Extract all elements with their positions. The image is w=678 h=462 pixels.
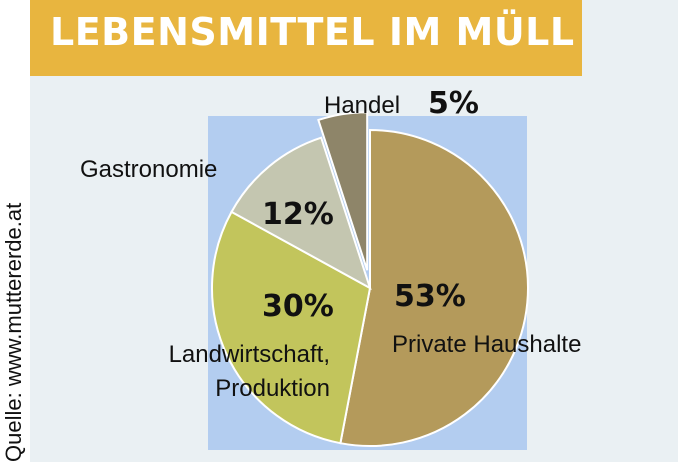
slice-value-private-haushalte: 53% (394, 279, 466, 314)
slice-label-landwirtschaft-line1: Landwirtschaft, (169, 341, 330, 368)
slice-value-landwirtschaft: 30% (262, 289, 334, 324)
title-bar (30, 0, 582, 76)
slice-label-gastronomie: Gastronomie (80, 156, 217, 183)
slice-label-handel: Handel (324, 92, 400, 119)
pie-slice-gastronomie (230, 136, 372, 291)
slice-value-gastronomie: 12% (262, 197, 334, 232)
slice-value-handel: 5% (428, 86, 479, 121)
chart-title: LEBENSMITTEL IM MÜLL (50, 10, 575, 54)
pie-slice-private-haushalte (339, 128, 530, 447)
slice-label-landwirtschaft-line2: Produktion (215, 375, 330, 402)
slice-label-private-haushalte: Private Haushalte (392, 331, 581, 358)
pie-slice-landwirtschaft (211, 210, 372, 445)
pie-slice-handel (317, 111, 369, 271)
